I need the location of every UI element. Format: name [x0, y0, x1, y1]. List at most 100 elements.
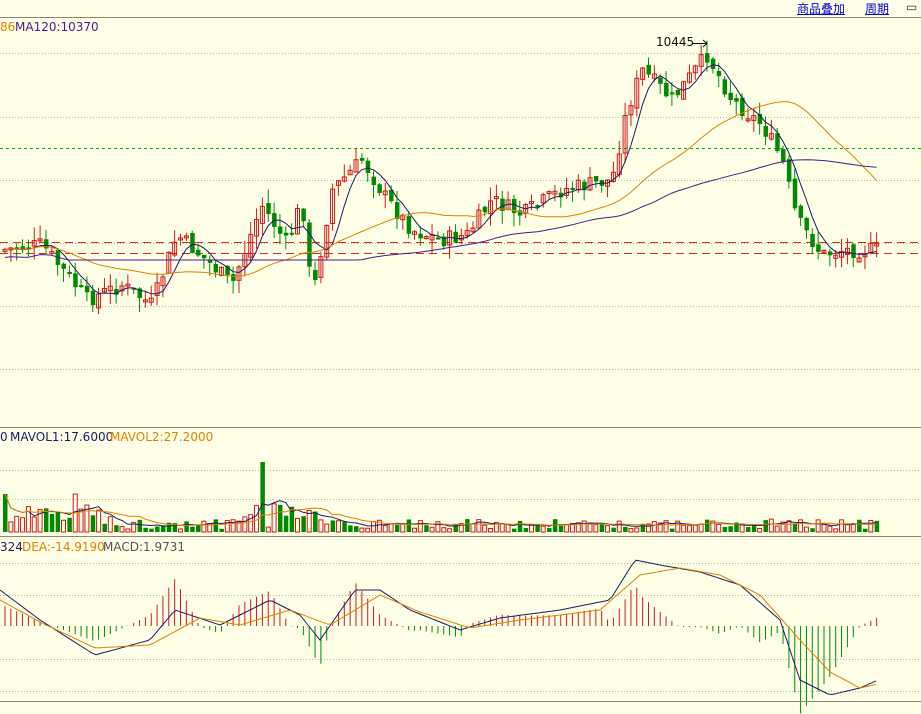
volume-bar-down: [558, 525, 564, 532]
candle-down: [781, 149, 786, 162]
volume-bar-up: [803, 526, 809, 533]
candle-down: [716, 71, 722, 77]
volume-bar-down: [734, 522, 739, 532]
volume-bar-down: [599, 524, 605, 532]
candle-down: [67, 271, 72, 275]
candle-up: [125, 283, 131, 287]
volume-bar-up: [476, 519, 482, 533]
candle-up: [587, 177, 593, 191]
mavol2-line: [4, 493, 877, 527]
volume-bar-up: [335, 520, 341, 533]
volume-bar-down: [149, 528, 154, 532]
volume-bar-down: [745, 526, 751, 532]
volume-bar-down: [213, 519, 219, 532]
candle-up: [464, 229, 470, 237]
volume-bar-down: [49, 513, 55, 532]
volume-bar-up: [178, 528, 183, 533]
volume-bar-up: [306, 509, 312, 533]
volume-bar-down: [611, 527, 616, 532]
candle-down: [84, 285, 90, 293]
candle-up: [248, 233, 254, 258]
volume-bar-down: [137, 519, 143, 532]
volume-bar-down: [669, 528, 675, 532]
volume-bar-down: [465, 519, 470, 532]
volume-bar-down: [523, 527, 529, 532]
volume-bar-up: [318, 519, 324, 533]
volume-bar-down: [330, 520, 336, 532]
volume-bar-up: [388, 523, 394, 533]
volume-bar-up: [447, 528, 453, 533]
volume-bar-up: [839, 519, 845, 533]
reference-lines: [0, 148, 921, 254]
volume-bar-up: [710, 520, 716, 533]
period-link[interactable]: 周期: [865, 2, 890, 16]
candle-up: [546, 191, 552, 195]
volume-bar-down: [535, 523, 540, 532]
overlay-commodity-link[interactable]: 商品叠加: [797, 2, 846, 16]
candle-down: [775, 133, 780, 152]
ma120-label: MA120:10370: [15, 20, 99, 34]
candle-up: [628, 105, 634, 116]
volume-bar-up: [646, 523, 651, 533]
candle-up: [335, 180, 341, 186]
candle-up: [295, 207, 300, 235]
volume-bar-up: [248, 514, 254, 533]
volume-bar-up: [400, 523, 406, 533]
volume-bar-down: [219, 528, 224, 532]
volume-bar-up: [8, 521, 14, 533]
ma120-line: [4, 159, 877, 261]
candle-up: [154, 282, 160, 296]
window-icon[interactable]: ▭: [906, 0, 918, 14]
candle-down: [225, 265, 230, 276]
volume-bar-down: [705, 519, 710, 532]
volume-bar-down: [394, 524, 400, 532]
candle-down: [705, 53, 710, 63]
candle-up: [844, 247, 850, 255]
volume-bar-up: [107, 516, 113, 533]
volume-bar-up: [14, 515, 20, 533]
volume-bar-down: [196, 524, 201, 532]
mavol1-label: MAVOL1:17.6000: [10, 430, 114, 444]
candle-down: [482, 206, 488, 213]
candle-up: [142, 299, 148, 303]
volume-bar-down: [722, 526, 728, 532]
volume-bar-up: [230, 519, 236, 533]
candle-up: [552, 190, 558, 195]
candle-down: [190, 232, 195, 254]
mavol2-label: MAVOL2:27.2000: [110, 430, 214, 444]
candle-up: [856, 257, 862, 263]
volume-bar-up: [499, 523, 505, 533]
candle-down: [301, 208, 306, 222]
volume-bar-up: [25, 506, 31, 533]
candle-down: [79, 285, 84, 288]
candle-up: [160, 276, 166, 287]
candle-up: [470, 227, 476, 233]
volume-bar-up: [224, 520, 230, 533]
candle-up: [148, 297, 154, 303]
candle-down: [266, 203, 271, 214]
candle-up: [529, 201, 534, 205]
candle-down: [207, 260, 213, 263]
volume-bar-up: [417, 520, 423, 533]
volume-bar-down: [166, 522, 172, 532]
volume-bar-down: [342, 521, 347, 532]
candle-down: [798, 205, 804, 218]
volume-bar-down: [172, 523, 178, 532]
candle-up: [692, 65, 698, 74]
dea-label: DEA:-14.9190: [22, 540, 105, 554]
volume-bar-down: [354, 526, 359, 532]
candle-down: [418, 233, 423, 239]
candle-up: [178, 237, 183, 241]
candle-up: [254, 218, 260, 237]
candle-down: [786, 159, 792, 182]
candle-down: [114, 289, 119, 295]
peak-marker: [692, 39, 708, 48]
volume-bar-up: [78, 508, 84, 533]
candle-down: [658, 77, 663, 84]
candle-up: [686, 72, 692, 83]
peak-arrowhead: [702, 39, 708, 48]
volume-bar-up: [470, 523, 476, 533]
volume-bar-up: [125, 528, 131, 533]
candle-down: [763, 126, 768, 137]
volume-bar-up: [815, 519, 821, 533]
